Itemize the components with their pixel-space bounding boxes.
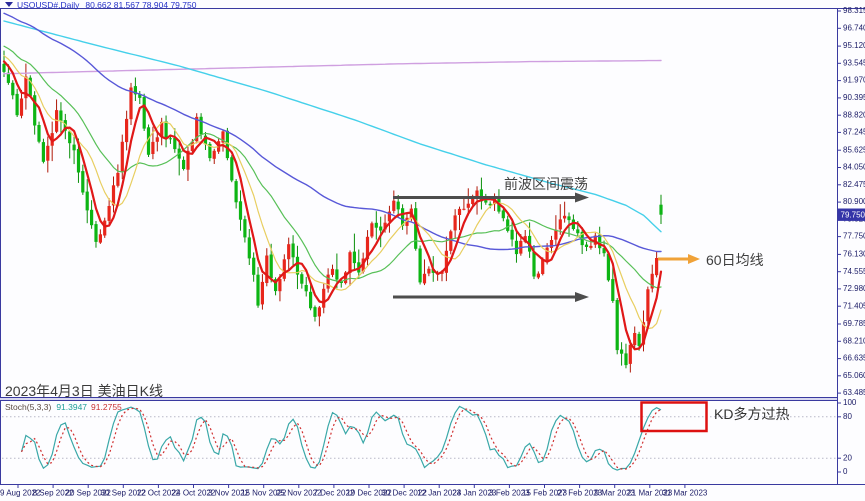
current-price-tag [838, 208, 865, 221]
time-axis-label: 3 Feb 2023 [489, 489, 530, 498]
ma-10 [3, 55, 662, 330]
price-axis-label: 85.625 [843, 145, 865, 154]
range-top-arrow-head [575, 192, 589, 203]
kd-highlight-box[interactable] [640, 401, 708, 433]
current-price-value: 79.750 [841, 211, 865, 220]
ma-60 [3, 12, 662, 253]
price-axis-label: 87.245 [843, 128, 865, 137]
price-axis-label: 65.060 [843, 371, 865, 380]
price-axis-label: 80.900 [843, 197, 865, 206]
price-axis-label: 66.635 [843, 354, 865, 363]
stoch-k-line [20, 405, 662, 471]
time-axis-label: 27 Feb 2023 [557, 489, 602, 498]
time-axis-label: 31 Mar 2023 [662, 489, 707, 498]
indicator-axis[interactable]: 100 80 20 0 [837, 398, 857, 476]
stoch-d-line [20, 407, 662, 470]
price-axis-label: 91.970 [843, 76, 865, 85]
ma-20 [3, 45, 662, 289]
indicator-axis-label: 0 [843, 467, 848, 476]
time-axis-label: 24 Jan 2023 [452, 489, 497, 498]
symbol-ohlc-values: 80.662 81.567 78.904 79.750 [85, 0, 197, 10]
stoch-name: Stoch(5,3,3) [5, 402, 52, 412]
time-axis-label: 30 Dec 2022 [381, 489, 427, 498]
price-axis-label: 77.750 [843, 232, 865, 241]
time-axis-label: 3 Nov 2022 [208, 489, 249, 498]
indicator-axis-label: 80 [843, 412, 852, 421]
ma-cyan-long [3, 20, 662, 233]
time-axis-label: 15 Nov 2022 [241, 489, 287, 498]
time-axis-label: 19 Dec 2022 [346, 489, 392, 498]
range-bottom-arrow-head [575, 292, 589, 302]
annotation-kd-overheat: KD多方过热 [714, 406, 790, 422]
stoch-k-value: 91.3947 [56, 402, 88, 412]
ma-violet-long [3, 59, 662, 75]
time-axis-label: 24 Oct 2022 [172, 489, 216, 498]
price-axis-label: 90.395 [843, 93, 865, 102]
time-axis-label: 20 Sep 2022 [66, 489, 112, 498]
price-axis-label: 84.050 [843, 163, 865, 172]
price-axis-label: 82.475 [843, 180, 865, 189]
price-axis-label: 95.120 [843, 41, 865, 50]
price-axis-label: 71.405 [843, 301, 865, 310]
time-axis-label: 8 Sep 2022 [33, 489, 74, 498]
time-axis-label: 15 Feb 2023 [522, 489, 567, 498]
indicator-axis-label: 20 [843, 453, 852, 462]
time-axis-label: 29 Aug 2022 [0, 489, 41, 498]
annotation-chart-title: 2023年4月3日 美油日K线 [5, 383, 163, 399]
price-axis-label: 98.315 [843, 6, 865, 15]
time-axis-label: 12 Jan 2023 [417, 489, 462, 498]
price-axis[interactable]: 98.315 96.740 95.120 93.545 91.970 90.395 88.8… [837, 6, 865, 397]
ma60-pointer-arrow-head [688, 254, 700, 264]
price-axis-label: 68.210 [843, 336, 865, 345]
indicator-axis-label: 100 [843, 398, 857, 407]
symbol-info-line[interactable]: USOUSD#,Daily 80.662 81.567 78.904 79.750 [17, 0, 196, 10]
stoch-indicator-label: Stoch(5,3,3) 91.3947 91.2755 [5, 402, 122, 412]
symbol-dropdown-icon[interactable] [5, 2, 13, 7]
time-axis-label: 21 Mar 2023 [627, 489, 672, 498]
chart-frame [0, 8, 865, 485]
price-axis-label: 74.555 [843, 267, 865, 276]
time-axis-label: 25 Nov 2022 [276, 489, 322, 498]
price-axis-label: 69.785 [843, 319, 865, 328]
annotation-ma60-label: 60日均线 [706, 252, 764, 268]
annotation-range-oscillation: 前波区间震荡 [504, 176, 588, 192]
drawn-annotations [393, 192, 708, 433]
stochastic-panel [2, 405, 837, 471]
price-axis-label: 63.485 [843, 388, 865, 397]
time-axis-label: 9 Mar 2023 [594, 489, 635, 498]
time-axis-label: 7 Dec 2022 [313, 489, 354, 498]
ma-5 [2, 60, 663, 351]
time-axis-label: 30 Sep 2022 [101, 489, 147, 498]
time-axis-label: 12 Oct 2022 [137, 489, 181, 498]
price-axis-label: 93.545 [843, 58, 865, 67]
symbol-name: USOUSD#,Daily [17, 0, 80, 10]
price-axis-label: 72.980 [843, 284, 865, 293]
price-axis-label: 96.740 [843, 23, 865, 32]
price-axis-label: 88.820 [843, 110, 865, 119]
price-axis-label: 76.130 [843, 250, 865, 259]
stoch-d-value: 91.2755 [91, 402, 122, 412]
